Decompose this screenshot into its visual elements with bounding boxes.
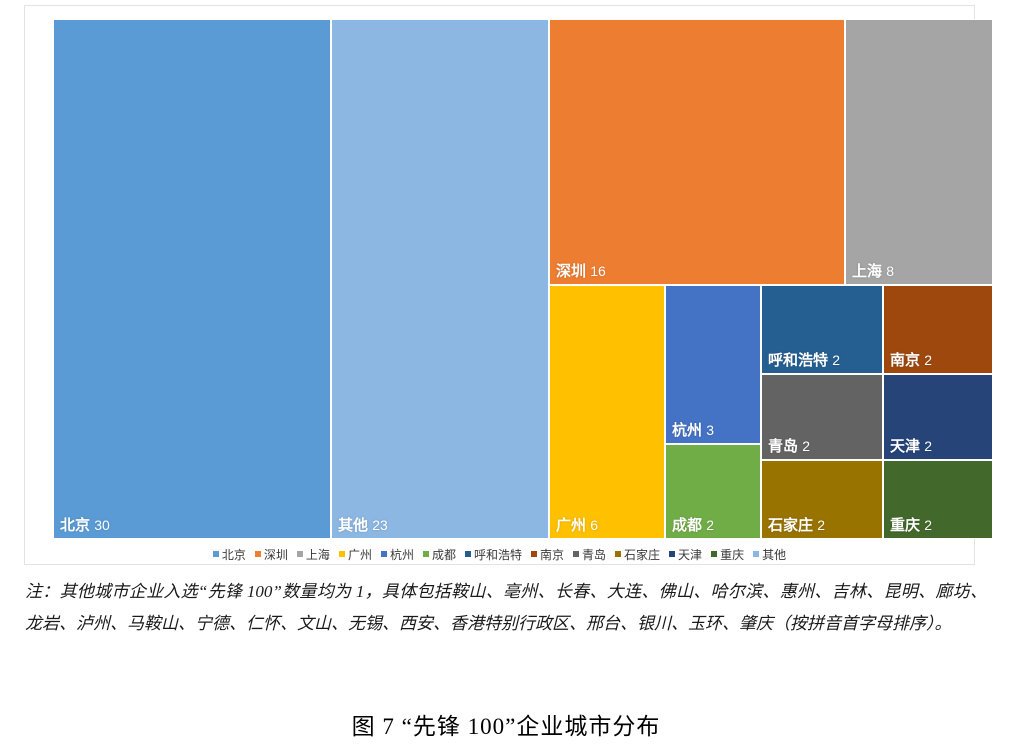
legend-swatch-icon: [422, 551, 429, 557]
legend-item[interactable]: 其他: [753, 546, 786, 563]
legend-item-label: 青岛: [582, 547, 607, 562]
treemap-plot-area: 北京 30 其他 23 深圳 16 上海 8 广州 6 杭州 3 成都 2 呼和浩特 2 南京 …: [53, 19, 993, 539]
treemap-tile[interactable]: 青岛 2: [761, 374, 883, 460]
legend-item[interactable]: 重庆: [711, 546, 744, 563]
treemap-tile-label: 石家庄 2: [768, 516, 825, 535]
legend-item[interactable]: 杭州: [380, 546, 414, 563]
legend-swatch-icon: [296, 551, 303, 557]
treemap-tile-name: 南京: [890, 352, 921, 369]
treemap-tile-label: 青岛 2: [768, 437, 810, 456]
treemap-tile-name: 广州: [556, 517, 587, 534]
legend-swatch-icon: [531, 551, 537, 557]
legend-swatch-icon: [464, 551, 471, 557]
treemap-tile-label: 重庆 2: [890, 516, 932, 535]
legend-swatch-icon: [254, 551, 261, 557]
treemap-tile-name: 杭州: [672, 422, 703, 439]
legend-item[interactable]: 呼和浩特: [464, 546, 522, 563]
treemap-tile[interactable]: 成都 2: [665, 444, 761, 539]
legend-item[interactable]: 成都: [422, 546, 456, 563]
treemap-tile-value: 3: [706, 422, 714, 438]
legend-item[interactable]: 石家庄: [615, 546, 660, 563]
legend-item-label: 其他: [762, 547, 787, 562]
treemap-tile-name: 石家庄: [768, 517, 814, 534]
legend-item-label: 深圳: [263, 547, 288, 562]
treemap-tile-name: 其他: [338, 517, 369, 534]
legend-item[interactable]: 上海: [296, 546, 330, 563]
legend-item[interactable]: 北京: [212, 546, 246, 563]
treemap-tile-value: 16: [590, 263, 606, 279]
legend-item-label: 呼和浩特: [473, 547, 522, 562]
treemap-tile[interactable]: 其他 23: [331, 19, 549, 539]
legend-swatch-icon: [711, 551, 718, 557]
treemap-tile-label: 呼和浩特 2: [768, 351, 840, 370]
legend-item[interactable]: 深圳: [254, 546, 288, 563]
treemap-tile[interactable]: 广州 6: [549, 285, 665, 539]
legend-swatch-icon: [573, 551, 580, 557]
treemap-tile-label: 成都 2: [672, 516, 714, 535]
legend-swatch-icon: [338, 551, 345, 557]
chart-legend: 北京 深圳 上海 广州 杭州 成都 呼和浩特 南京 青岛 石家庄 天津 重庆 其他: [24, 543, 975, 565]
treemap-tile-value: 2: [817, 517, 825, 533]
treemap-tile-label: 天津 2: [890, 437, 932, 456]
chart-frame: 北京 30 其他 23 深圳 16 上海 8 广州 6 杭州 3 成都 2 呼和浩特 2 南京 …: [24, 5, 993, 565]
treemap-tile-name: 青岛: [768, 438, 799, 455]
treemap-tile-name: 天津: [890, 438, 921, 455]
legend-swatch-icon: [753, 551, 760, 557]
treemap-tile-value: 2: [924, 352, 932, 368]
treemap-tile-value: 2: [802, 438, 810, 454]
legend-item-label: 广州: [347, 547, 372, 562]
legend-item[interactable]: 天津: [669, 546, 702, 563]
treemap-tile-name: 呼和浩特: [768, 352, 829, 369]
treemap-tile[interactable]: 北京 30: [53, 19, 331, 539]
treemap-tile[interactable]: 重庆 2: [883, 460, 993, 539]
treemap-tile-value: 2: [924, 517, 932, 533]
legend-item-label: 上海: [305, 547, 330, 562]
treemap-tile-value: 30: [94, 517, 110, 533]
treemap-tile[interactable]: 呼和浩特 2: [761, 285, 883, 374]
treemap-tile-name: 成都: [672, 517, 703, 534]
treemap-tile-label: 北京 30: [60, 516, 110, 535]
treemap-tile-label: 上海 8: [852, 262, 894, 281]
legend-swatch-icon: [615, 551, 622, 557]
treemap-tile-name: 重庆: [890, 517, 921, 534]
treemap-tile-label: 杭州 3: [672, 421, 714, 440]
legend-item-label: 石家庄: [624, 547, 661, 562]
treemap-tile-value: 6: [590, 517, 598, 533]
treemap-tile-label: 深圳 16: [556, 262, 606, 281]
treemap-tile-value: 2: [706, 517, 714, 533]
treemap-tile[interactable]: 上海 8: [845, 19, 993, 285]
treemap-tile-name: 上海: [852, 263, 883, 280]
legend-item[interactable]: 南京: [531, 546, 564, 563]
legend-swatch-icon: [669, 551, 676, 557]
treemap-tile-label: 其他 23: [338, 516, 388, 535]
treemap-tile-value: 2: [832, 352, 840, 368]
treemap-tile-name: 深圳: [556, 263, 587, 280]
treemap-tile[interactable]: 石家庄 2: [761, 460, 883, 539]
treemap-tile[interactable]: 深圳 16: [549, 19, 845, 285]
treemap-tile[interactable]: 杭州 3: [665, 285, 761, 444]
treemap-tile-value: 2: [924, 438, 932, 454]
figure-caption: 图 7 “先锋 100”企业城市分布: [351, 714, 661, 739]
legend-swatch-icon: [212, 551, 219, 557]
treemap-tile-label: 广州 6: [556, 516, 598, 535]
treemap-tile[interactable]: 天津 2: [883, 374, 993, 460]
legend-item[interactable]: 青岛: [573, 546, 606, 563]
figure-note: 注：其他城市企业入选“先锋 100”数量均为 1，具体包括鞍山、亳州、长春、大连…: [25, 582, 987, 633]
legend-item-label: 重庆: [720, 547, 745, 562]
legend-swatch-icon: [380, 551, 387, 557]
legend-item-label: 天津: [678, 547, 703, 562]
treemap-tile[interactable]: 南京 2: [883, 285, 993, 374]
treemap-tile-value: 23: [372, 517, 388, 533]
legend-item-label: 成都: [431, 547, 456, 562]
treemap-tile-name: 北京: [60, 517, 91, 534]
legend-item-label: 杭州: [389, 547, 414, 562]
legend-item-label: 北京: [221, 547, 246, 562]
treemap-tile-value: 8: [886, 263, 894, 279]
treemap-tile-label: 南京 2: [890, 351, 932, 370]
legend-item[interactable]: 广州: [338, 546, 372, 563]
legend-item-label: 南京: [540, 547, 565, 562]
